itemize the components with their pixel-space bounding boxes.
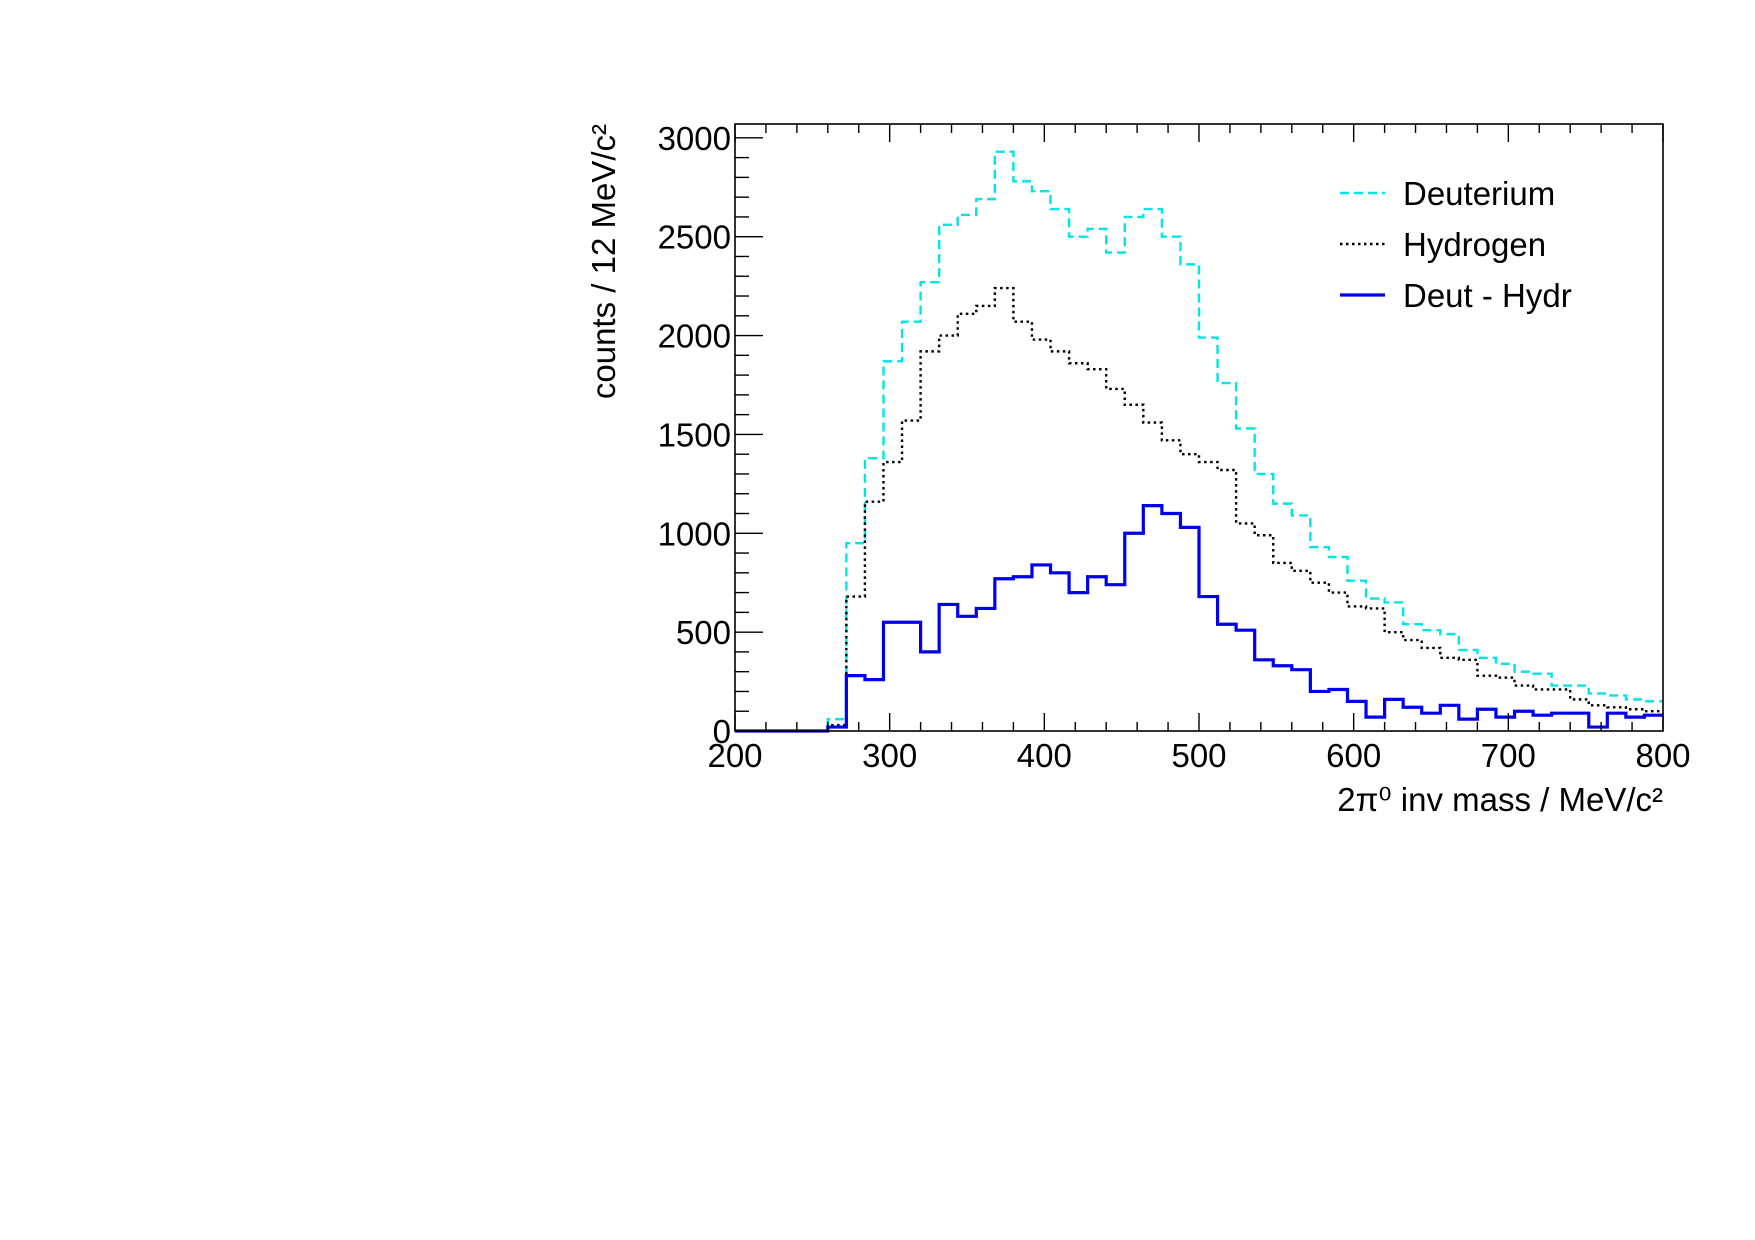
y-axis-title: counts / 12 MeV/c² — [585, 124, 622, 399]
series-layer — [735, 150, 1663, 733]
y-tick-label: 3000 — [658, 120, 731, 157]
y-tick-label: 500 — [676, 614, 731, 651]
x-axis-title: 2π⁰ inv mass / MeV/c² — [1337, 781, 1663, 818]
axis-layer: 200 300 400 500 600 700 800 0 500 1000 1500 2000 250… — [658, 120, 1691, 774]
y-tick-label: 1500 — [658, 416, 731, 453]
series-line-2 — [735, 503, 1663, 733]
series-line-1 — [735, 286, 1663, 733]
series-line-0 — [735, 150, 1663, 733]
legend-label-1: Hydrogen — [1403, 226, 1546, 263]
x-tick-label: 800 — [1635, 737, 1690, 774]
x-tick-label: 700 — [1481, 737, 1536, 774]
y-tick-label: 2000 — [658, 318, 731, 355]
x-tick-label: 400 — [1017, 737, 1072, 774]
y-tick-label: 1000 — [658, 515, 731, 552]
legend-label-2: Deut - Hydr — [1403, 277, 1572, 314]
x-tick-label: 300 — [862, 737, 917, 774]
y-tick-label: 2500 — [658, 219, 731, 256]
legend-label-0: Deuterium — [1403, 175, 1555, 212]
x-tick-label: 600 — [1326, 737, 1381, 774]
legend: Deuterium Hydrogen Deut - Hydr — [1340, 175, 1572, 314]
x-tick-label: 200 — [707, 737, 762, 774]
x-tick-label: 500 — [1171, 737, 1226, 774]
y-tick-label: 0 — [713, 713, 731, 750]
